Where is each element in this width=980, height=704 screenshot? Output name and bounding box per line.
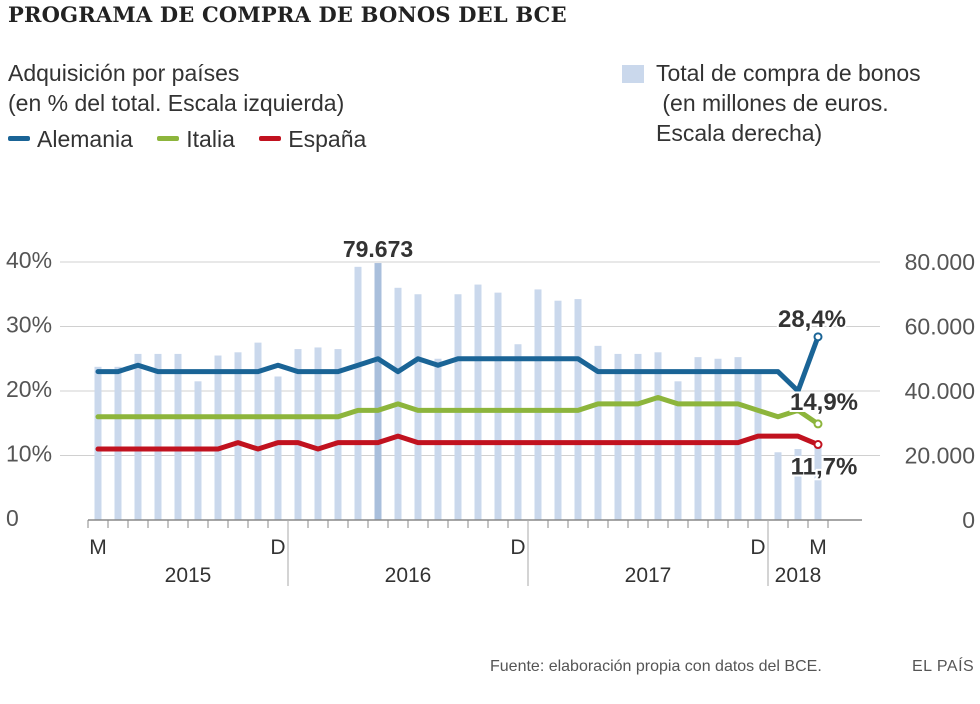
legend-swatch-italia [157, 136, 180, 141]
bar [674, 381, 682, 520]
bar [94, 366, 102, 520]
bar [534, 289, 542, 520]
legend-swatch-espana [259, 136, 282, 141]
end-label-espana: 11,7% [791, 454, 858, 481]
bar [274, 376, 282, 520]
y-left-tick-label: 10% [6, 441, 52, 467]
y-right-tick-label: 20.000 [905, 443, 975, 469]
bar [134, 353, 142, 520]
bar [634, 353, 642, 520]
bar [494, 292, 502, 520]
bar [474, 284, 482, 520]
chart-title: PROGRAMA DE COMPRA DE BONOS DEL BCE [8, 2, 567, 27]
bar [294, 349, 302, 520]
bar [174, 353, 182, 520]
bar [594, 345, 602, 520]
x-tick-label: M [809, 536, 827, 559]
bar [794, 449, 802, 520]
x-year-label: 2015 [165, 564, 212, 587]
x-tick-label: D [750, 536, 765, 559]
bar [214, 355, 222, 520]
y-left-tick-label: 40% [6, 247, 52, 273]
labels: 79.673 28,4% 14,9% 11,7% [343, 236, 860, 482]
legend-swatch-alemania [8, 136, 30, 141]
y-right-tick-label: 40.000 [905, 378, 975, 404]
right-legend-line-3: Escala derecha) [656, 120, 823, 146]
y-right-tick-label: 0 [962, 507, 975, 533]
series-legend: Alemania Italia España [8, 124, 384, 154]
bars [94, 263, 822, 520]
bar [754, 373, 762, 520]
bar [714, 358, 722, 520]
bar-highlight [374, 263, 382, 520]
bar [614, 353, 622, 520]
left-legend-line-1: Adquisición por países [8, 60, 240, 86]
y-right-tick-label: 80.000 [905, 249, 975, 275]
legend-item-espana: España [259, 124, 366, 154]
bar [334, 349, 342, 520]
line-italia [95, 394, 821, 427]
left-legend: Adquisición por países (en % del total. … [8, 58, 384, 154]
x-tick-label: D [510, 536, 525, 559]
y-left-tick-label: 20% [6, 376, 52, 402]
y-right-tick-label: 60.000 [905, 314, 975, 340]
bar [654, 352, 662, 520]
end-label-alemania: 28,4% [778, 306, 846, 333]
highlight-value-label: 79.673 [343, 236, 413, 262]
axes: 40% 80.000 30% 60.000 20% 40.000 10% 20.000 0 0 M D… [6, 247, 975, 587]
right-legend: Total de compra de bonos (en millones de… [622, 58, 921, 148]
bar [434, 358, 442, 520]
bar [814, 442, 822, 520]
legend-swatch-bars [622, 65, 644, 83]
brand-logo: EL PAÍS [912, 658, 975, 675]
end-marker-alemania [813, 332, 823, 342]
x-tick-label: M [89, 536, 107, 559]
bar [734, 357, 742, 520]
end-label-italia: 14,9% [790, 389, 858, 416]
right-legend-text-1: Total de compra de bonos [656, 60, 921, 86]
end-marker-italia [813, 419, 823, 429]
chart: 40% 80.000 30% 60.000 20% 40.000 10% 20.000 0 0 M D… [6, 236, 975, 587]
bar [254, 342, 262, 520]
bar [314, 347, 322, 520]
legend-item-italia: Italia [157, 124, 235, 154]
left-legend-line-2: (en % del total. Escala izquierda) [8, 90, 345, 116]
right-legend-line-1: Total de compra de bonos [622, 58, 921, 88]
legend-label-espana: España [288, 126, 367, 152]
y-left-tick-label: 0 [6, 505, 19, 531]
bar [694, 357, 702, 520]
bar [234, 352, 242, 520]
legend-item-alemania: Alemania [8, 124, 133, 154]
line-alemania [95, 334, 821, 394]
bar [354, 266, 362, 520]
y-left-tick-label: 30% [6, 312, 52, 338]
bar [414, 294, 422, 520]
source-note: Fuente: elaboración propia con datos del… [490, 658, 822, 675]
end-marker-espana [813, 440, 823, 450]
x-tick-label: D [270, 536, 285, 559]
bar [154, 353, 162, 520]
legend-label-alemania: Alemania [37, 126, 133, 152]
bar [514, 344, 522, 520]
right-legend-line-2: (en millones de euros. [656, 90, 889, 116]
line-espana [95, 433, 821, 452]
lines [95, 332, 823, 452]
x-year-label: 2017 [625, 564, 672, 587]
bar [454, 294, 462, 520]
legend-label-italia: Italia [186, 126, 235, 152]
bar [114, 366, 122, 520]
x-year-label: 2016 [385, 564, 432, 587]
bar [774, 452, 782, 520]
x-year-label: 2018 [775, 564, 822, 587]
